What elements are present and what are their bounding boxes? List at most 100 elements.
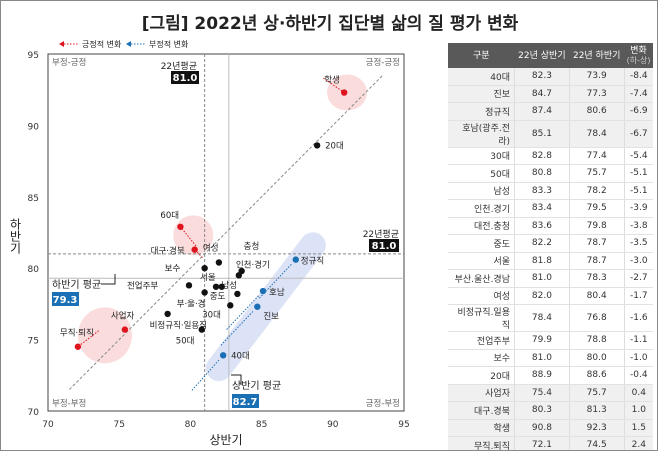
table-row: 진보 84.7 77.3 -7.4 [448,85,653,103]
data-point [340,89,348,96]
x-tick-label: 70 [42,420,54,430]
change-value: 0.4 [623,384,653,402]
change-arrow [191,359,220,391]
point-label: 대구·경북 [151,246,185,257]
avg22-value: 81.0 [173,73,198,84]
x-tick-label: 90 [327,420,339,430]
h2-value: 76.8 [568,304,625,332]
table-row: 중도 82.2 78.7 -3.5 [448,234,653,253]
avg-h2-badge [52,292,79,306]
point-label: 서울 [200,273,216,283]
change-value: -1.0 [623,349,653,367]
data-point [185,282,193,289]
data-point [215,259,223,266]
y-tick-label: 70 [28,408,40,418]
h2-value: 78.8 [568,331,625,350]
data-point [238,267,245,275]
table-row: 여성 82.0 80.4 -1.7 [448,287,653,305]
change-value: -3.0 [623,252,653,270]
h2-value: 78.7 [568,234,625,253]
change-value: -5.1 [623,164,653,183]
h1-value: 82.2 [514,234,570,253]
data-point [191,246,198,253]
h1-value: 85.1 [514,120,570,148]
table-row: 사업자 75.4 75.7 0.4 [448,384,653,402]
table-row: 보수 81.0 80.0 -1.0 [448,349,653,367]
h2-value: 80.6 [568,102,625,121]
table-row: 서울 81.8 78.7 -3.0 [448,252,653,270]
header-change: 변화 (하-상) [624,43,653,68]
h1-value: 81.0 [514,269,570,288]
point-label: 20대 [325,141,344,151]
y-tick-label: 85 [28,194,39,204]
change-value: -1.7 [623,287,653,305]
header-h1: 22년 상반기 [514,43,570,68]
table-row: 호남(광주.전라) 85.1 78.4 -6.7 [448,120,653,148]
avg-h1-value: 82.7 [233,397,258,408]
change-value: -0.4 [623,366,653,385]
header-change-sub: (하-상) [626,55,651,65]
avg-h2-label: 하반기 평균 [52,278,101,291]
table-row: 50대 80.8 75.7 -5.1 [448,164,653,183]
row-label: 여성 [448,287,515,305]
row-label: 40대 [448,68,515,86]
row-label: 남성 [448,182,515,200]
change-value: 1.0 [623,401,653,420]
quadrant-label: 긍정-부정 [366,398,400,409]
data-point [164,310,171,318]
data-point [234,290,241,298]
change-value: -5.4 [623,147,653,165]
data-point [121,326,129,333]
h2-value: 79.5 [568,199,625,218]
table-row: 30대 82.8 77.4 -5.4 [448,147,653,165]
avg22-badge [369,239,399,252]
row-label: 정규직 [448,102,515,121]
table-row: 전업주부 79.9 78.8 -1.1 [448,331,653,350]
header-h2: 22년 하반기 [569,43,625,68]
arrow-icon [59,41,64,47]
change-value: -3.5 [623,234,653,253]
h2-value: 80.4 [568,287,625,305]
avg22-badge [171,71,199,84]
avg-h1-badge [232,394,259,408]
data-point [212,283,220,290]
h2-value: 74.5 [568,436,625,450]
change-value: -6.9 [623,102,653,121]
legend-positive-label: 긍정적 변화 [82,39,122,49]
data-point [201,289,208,296]
h2-value: 75.7 [568,384,625,402]
h2-value: 78.3 [568,269,625,288]
change-value: -3.9 [623,199,653,218]
h2-value: 77.3 [568,85,625,103]
diagonal-line [69,75,383,390]
h1-value: 84.7 [514,85,570,103]
table-row: 정규직 87.4 80.6 -6.9 [448,102,653,121]
h2-value: 92.3 [568,419,625,437]
change-value: 2.4 [623,436,653,450]
table-row: 남성 83.3 78.2 -5.1 [448,182,653,200]
point-label: 사업자 [111,312,135,322]
h1-value: 90.8 [514,419,570,437]
h2-value: 80.0 [568,349,625,367]
row-label: 50대 [448,164,515,183]
h1-value: 81.8 [514,252,570,270]
highlight-circle [77,307,132,364]
x-tick-label: 75 [113,420,124,430]
point-label: 보수 [165,264,181,274]
row-label: 진보 [448,85,515,103]
point-label: 40대 [231,351,250,361]
data-point [313,142,321,149]
row-label: 전업주부 [448,331,515,350]
point-label: 전업주부 [127,280,158,291]
page-title: [그림] 2022년 상·하반기 집단별 삶의 질 평가 변화 [141,14,519,34]
h1-value: 82.0 [514,287,570,305]
highlight-band [205,232,326,382]
change-value: -3.8 [623,217,653,235]
change-arrow [80,330,100,346]
change-value: -2.7 [623,269,653,288]
data-point [254,303,261,310]
h1-value: 83.6 [514,217,570,235]
quadrant-label: 긍정-긍정 [366,57,400,68]
quadrant-label: 부정-긍정 [52,57,86,68]
